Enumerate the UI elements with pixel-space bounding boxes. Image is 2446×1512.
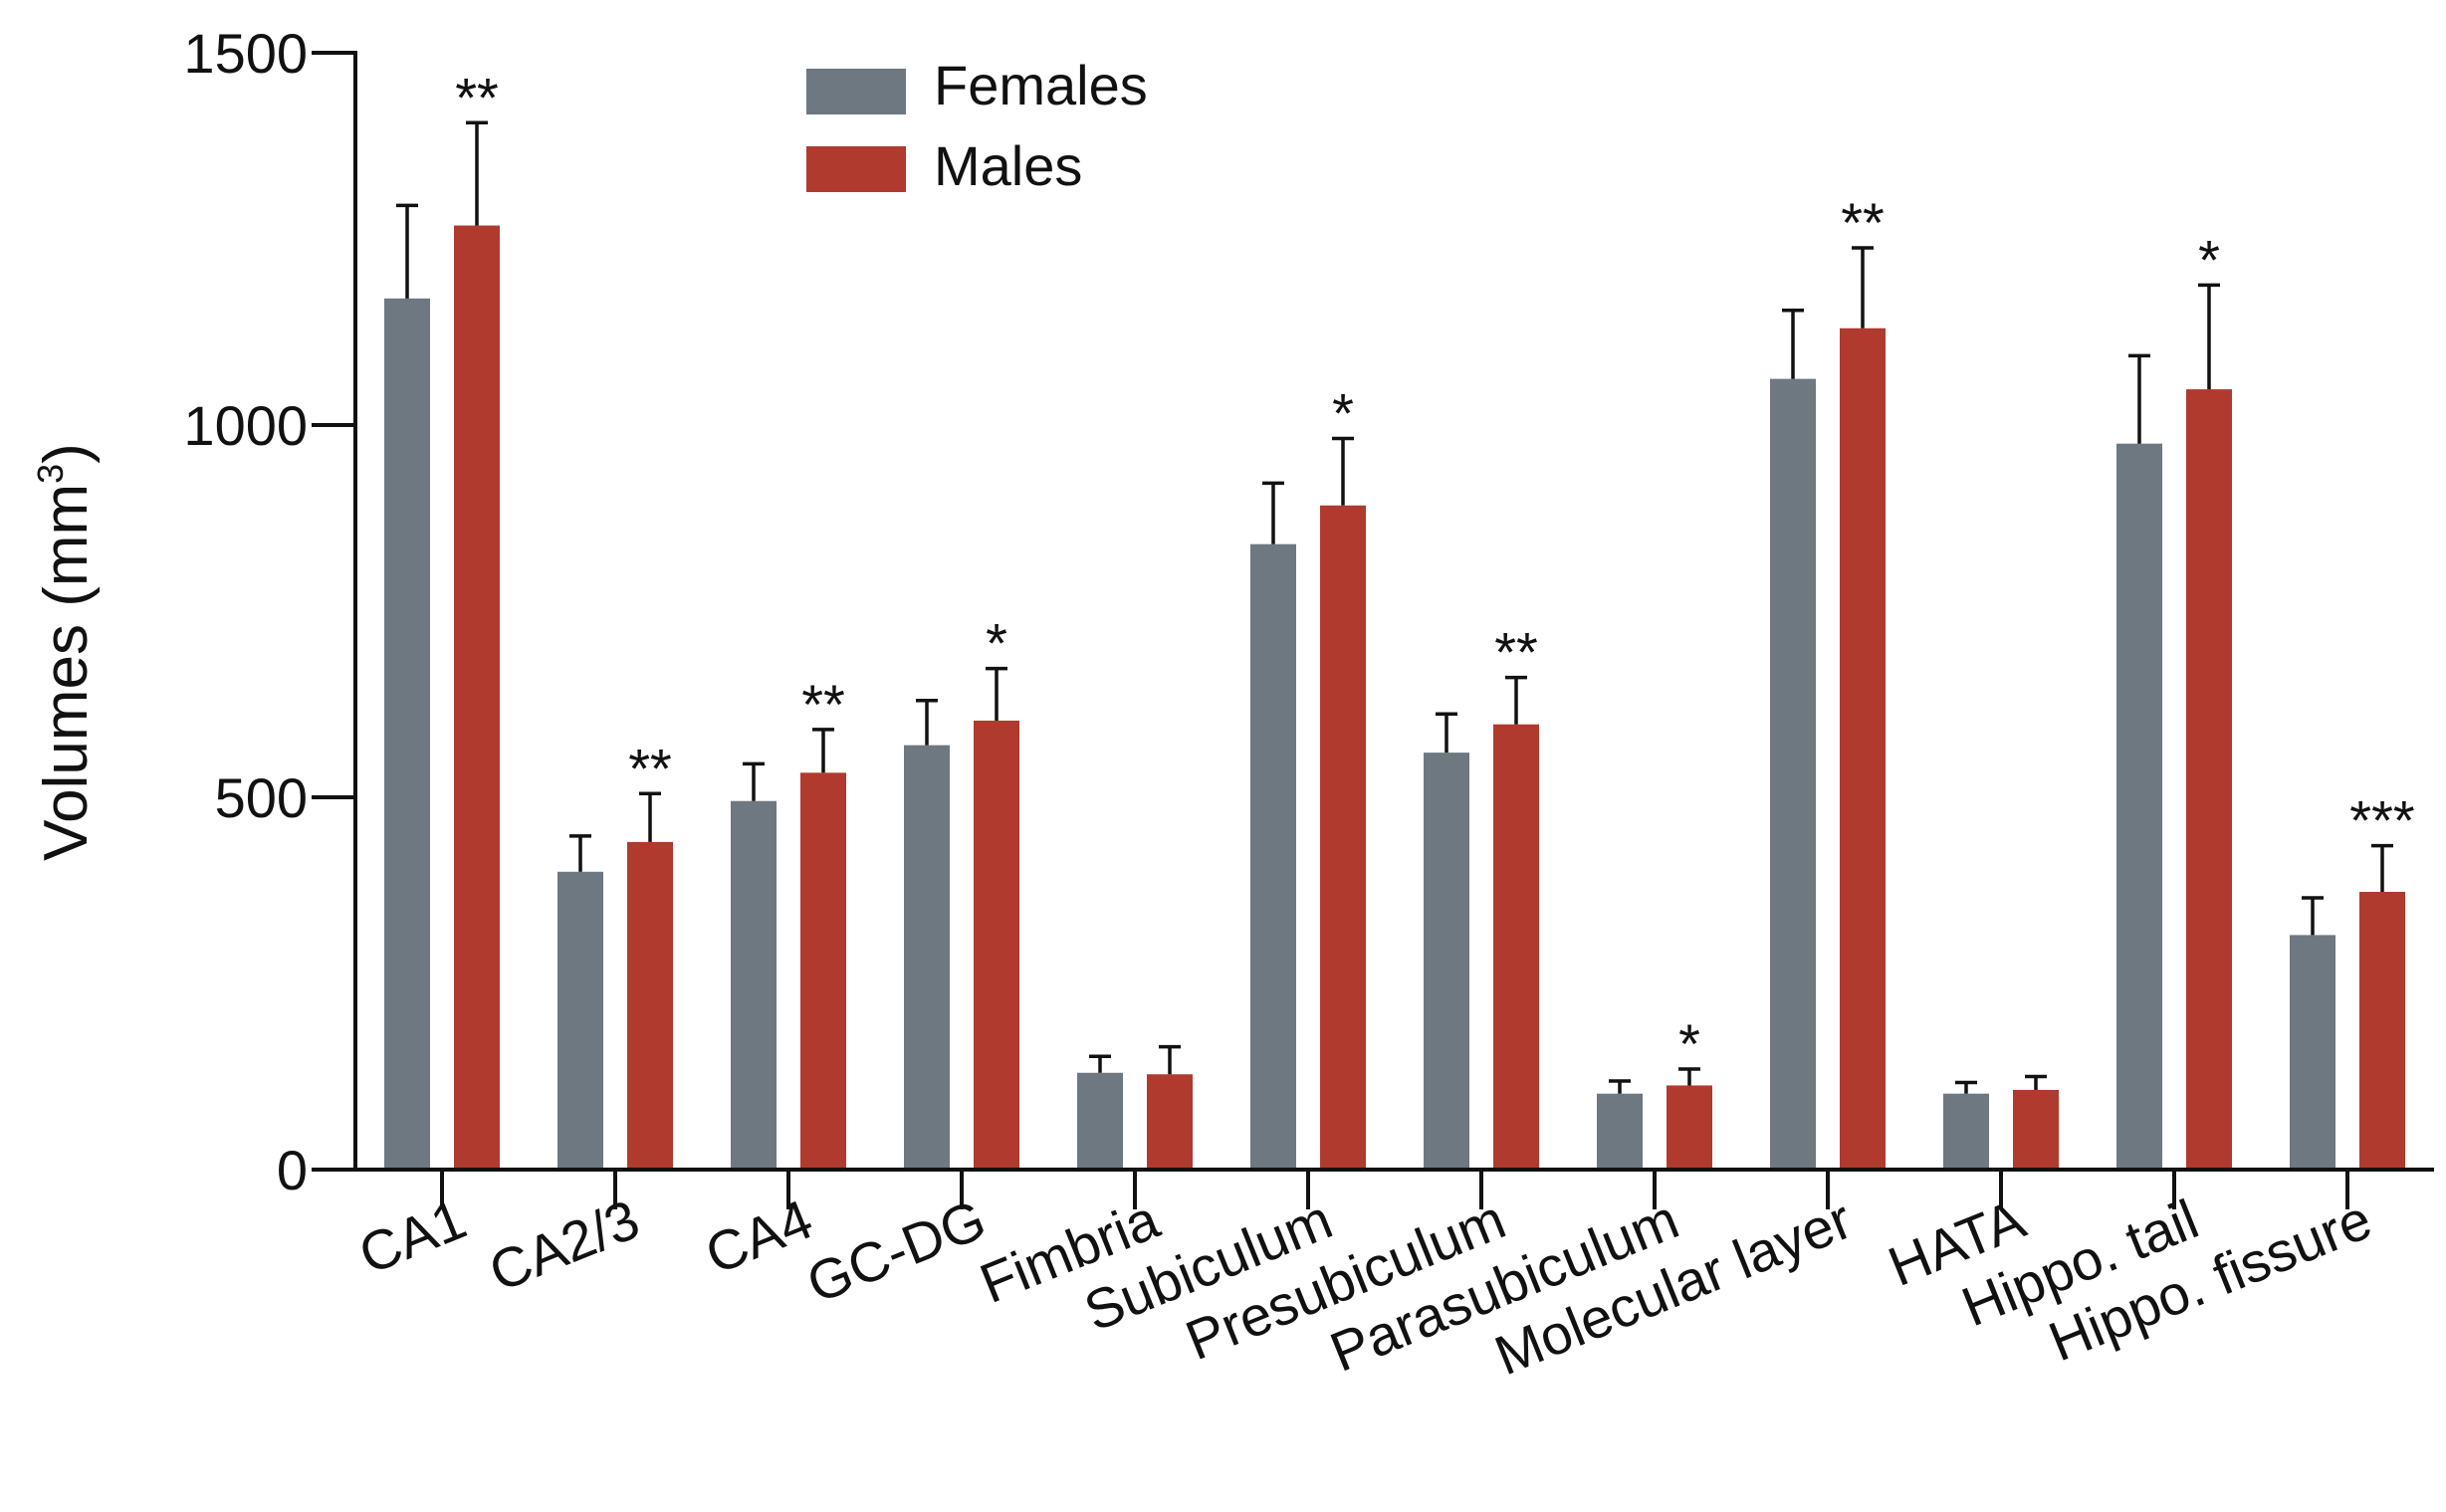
bar-males-parasubiculum: [1667, 1085, 1712, 1170]
y-axis-title-superscript: 3: [30, 464, 71, 484]
bar-females-ca2-3: [557, 871, 603, 1170]
bar-males-ca4: [800, 772, 846, 1170]
bar-males-ca2-3: [627, 841, 673, 1170]
significance-marker-presubiculum: **: [1494, 621, 1538, 684]
x-tick-label-ca1: CA1: [350, 1188, 475, 1286]
y-tick-label-1500: 1500: [183, 22, 308, 85]
bar-females-ca1: [384, 298, 430, 1171]
legend: Females Males: [806, 54, 1148, 197]
bar-males-hata: [2013, 1089, 2059, 1170]
labels-layer: **CA1**CA2/3**CA4*GC-DGFimbria*Subiculum…: [183, 22, 2414, 1387]
axes-layer: [312, 51, 2434, 1209]
bar-males-molecular-layer: [1840, 327, 1886, 1170]
significance-marker-parasubiculum: *: [1678, 1012, 1700, 1075]
y-tick-label-500: 500: [215, 766, 308, 829]
bar-females-hippo-fissure: [2290, 935, 2335, 1170]
significance-marker-molecular-layer: **: [1841, 191, 1885, 254]
bar-females-ca4: [731, 800, 777, 1170]
bar-males-ca1: [454, 225, 500, 1170]
legend-label-females: Females: [934, 54, 1148, 116]
x-tick-label-ca2-3: CA2/3: [481, 1188, 648, 1304]
bar-males-subiculum: [1320, 505, 1366, 1170]
legend-swatch-males: [806, 146, 906, 192]
legend-swatch-females: [806, 69, 906, 114]
significance-marker-gc-dg: *: [986, 612, 1007, 675]
bar-males-gc-dg: [974, 720, 1019, 1170]
bar-females-presubiculum: [1424, 753, 1469, 1170]
bars-layer: [384, 120, 2405, 1171]
bar-females-fimbria: [1077, 1072, 1123, 1170]
bar-females-subiculum: [1250, 543, 1296, 1170]
bar-males-presubiculum: [1493, 724, 1539, 1170]
significance-marker-subiculum: *: [1332, 381, 1354, 444]
y-axis-title-text: Volumes (mm3): [30, 443, 101, 861]
bar-females-gc-dg: [904, 745, 950, 1170]
significance-marker-ca4: **: [801, 673, 845, 736]
bar-females-parasubiculum: [1597, 1093, 1643, 1170]
bar-females-hippo-tail: [2116, 443, 2162, 1170]
bar-males-hippo-tail: [2186, 389, 2232, 1170]
bar-males-hippo-fissure: [2359, 891, 2405, 1170]
significance-marker-hippo-tail: *: [2198, 228, 2220, 291]
legend-label-males: Males: [934, 134, 1082, 197]
y-axis-title: Volumes (mm3): [30, 443, 101, 861]
bar-females-hata: [1943, 1093, 1989, 1170]
significance-marker-ca2-3: **: [628, 737, 672, 799]
y-axis-title-close: ): [32, 443, 101, 464]
bar-females-molecular-layer: [1770, 378, 1816, 1170]
significance-marker-ca1: **: [455, 66, 499, 128]
significance-marker-hippo-fissure: ***: [2349, 789, 2414, 852]
bar-males-fimbria: [1147, 1074, 1193, 1170]
x-tick-label-gc-dg: GC-DG: [798, 1188, 995, 1315]
x-tick-label-ca4: CA4: [697, 1188, 821, 1286]
y-tick-label-1000: 1000: [183, 394, 308, 457]
y-axis-title-main: Volumes (mm: [32, 484, 101, 861]
y-tick-label-0: 0: [277, 1139, 308, 1201]
